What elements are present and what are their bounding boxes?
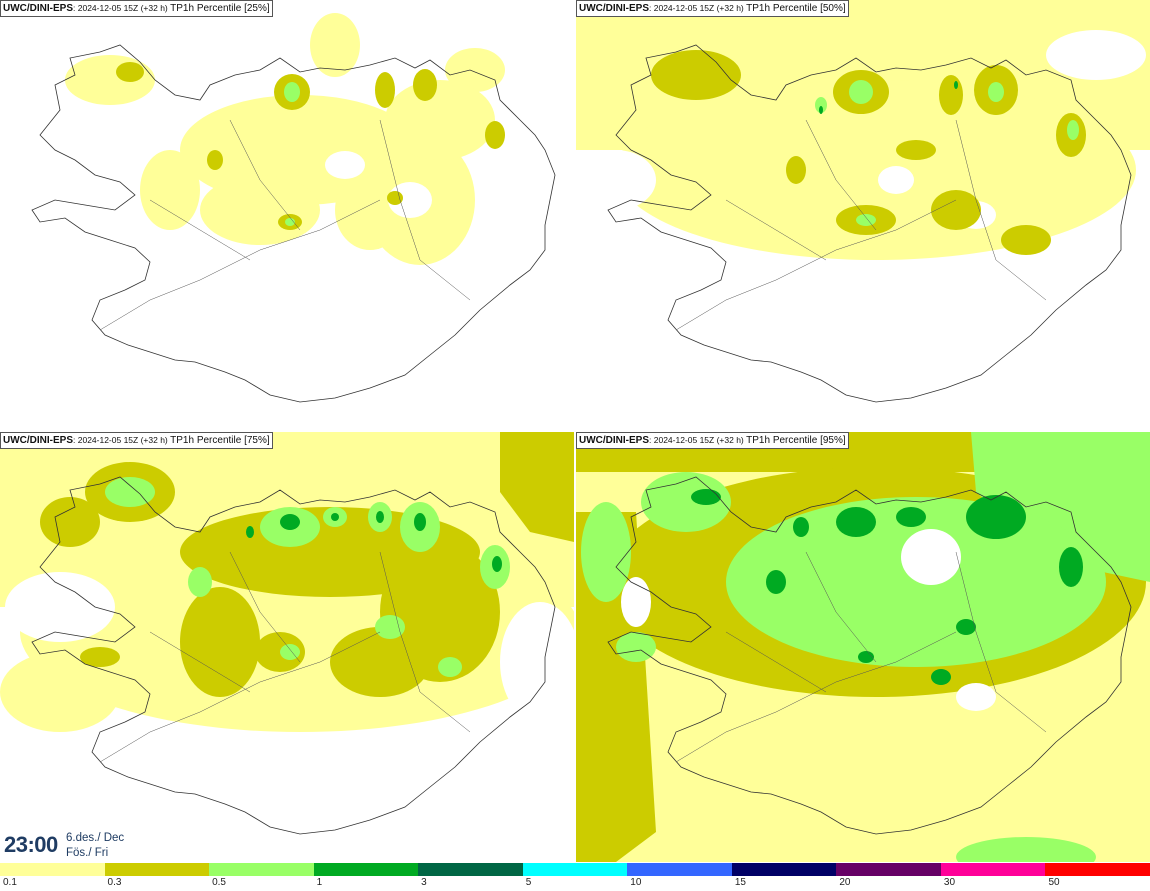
legend-label: 5: [525, 877, 532, 888]
legend-label: 1: [316, 877, 323, 888]
legend-swatch: [0, 863, 105, 876]
legend-label: 20: [839, 877, 851, 888]
legend-swatch: [418, 863, 523, 876]
legend-label: 10: [630, 877, 642, 888]
valid-date: 6.des./ Dec Fös./ Fri: [66, 831, 124, 861]
map-panel-p95: UWC/DINI-EPS: 2024-12-05 15Z (+32 h) TP1…: [576, 432, 1150, 862]
valid-date-line1: 6.des./ Dec: [66, 832, 125, 844]
legend-label: 50: [1048, 877, 1060, 888]
panel-title: UWC/DINI-EPS: 2024-12-05 15Z (+32 h) TP1…: [576, 432, 849, 449]
legend-label: 15: [734, 877, 746, 888]
precip-map: [0, 432, 574, 835]
precip-map: [576, 432, 1150, 862]
legend-swatch: [104, 863, 210, 876]
legend-swatch: [836, 863, 941, 876]
map-panel-p50: UWC/DINI-EPS: 2024-12-05 15Z (+32 h) TP1…: [576, 0, 1150, 430]
legend-swatch: [1045, 863, 1150, 876]
valid-date-line2: Fös./ Fri: [66, 847, 109, 859]
legend-swatch: [209, 863, 314, 876]
color-legend: [0, 863, 1150, 876]
map-panel-p25: UWC/DINI-EPS: 2024-12-05 15Z (+32 h) TP1…: [0, 0, 574, 430]
legend-swatch: [627, 863, 732, 876]
legend-swatch: [940, 863, 1046, 876]
legend-swatch: [313, 863, 419, 876]
panel-title: UWC/DINI-EPS: 2024-12-05 15Z (+32 h) TP1…: [576, 0, 849, 17]
panel-title: UWC/DINI-EPS: 2024-12-05 15Z (+32 h) TP1…: [0, 0, 273, 17]
legend-label: 0.5: [212, 877, 226, 888]
legend-swatch: [731, 863, 837, 876]
legend-label: 3: [421, 877, 427, 888]
legend-label: 0.3: [107, 877, 122, 888]
precip-map: [576, 0, 1150, 403]
legend-label: 30: [943, 877, 956, 888]
valid-time-box: 23:00 6.des./ Dec Fös./ Fri: [0, 827, 140, 862]
legend-swatch: [522, 863, 628, 876]
map-panel-p75: UWC/DINI-EPS: 2024-12-05 15Z (+32 h) TP1…: [0, 432, 574, 862]
precip-map: [31, 13, 556, 403]
panel-title: UWC/DINI-EPS: 2024-12-05 15Z (+32 h) TP1…: [0, 432, 273, 449]
legend-label: 0.1: [3, 877, 17, 888]
valid-time: 23:00: [4, 832, 58, 857]
